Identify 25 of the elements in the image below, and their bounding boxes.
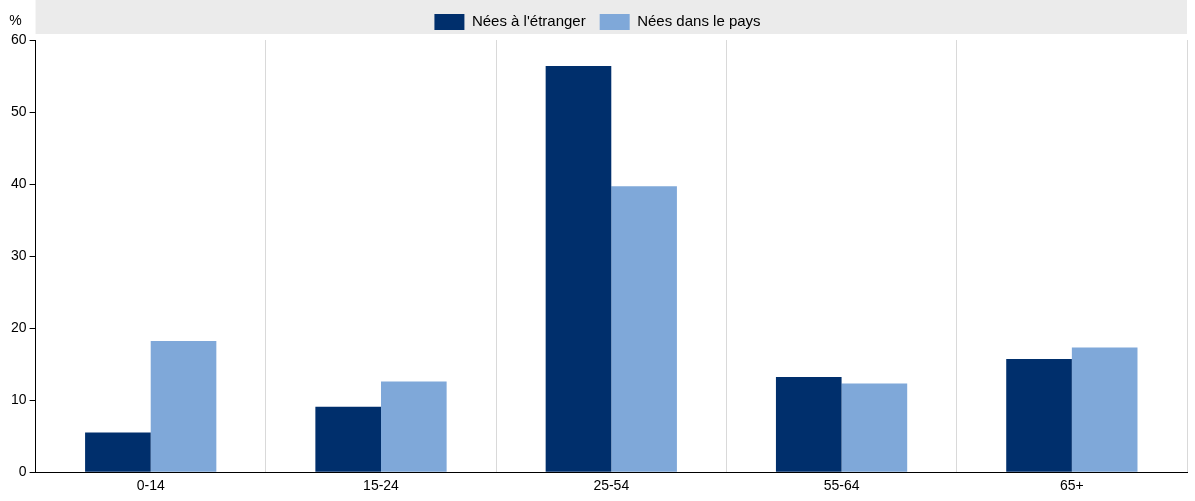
y-tick-label: 50 <box>10 102 27 119</box>
bar <box>841 383 908 472</box>
x-tick-label: 15-24 <box>363 477 400 494</box>
x-tick-label: 55-64 <box>823 477 860 494</box>
x-tick-label: 0-14 <box>136 477 165 494</box>
bar <box>150 341 217 472</box>
y-tick-label: 30 <box>10 246 27 263</box>
y-tick-label: 40 <box>10 174 27 191</box>
x-tick-label: 65+ <box>1059 477 1084 494</box>
legend-label: Nées dans le pays <box>637 12 761 30</box>
bar <box>85 432 151 472</box>
y-tick-label: 60 <box>10 30 27 47</box>
bar <box>545 65 612 472</box>
bar <box>1006 359 1072 472</box>
legend-label: Nées à l'étranger <box>471 12 586 30</box>
y-axis-title: % <box>9 11 22 28</box>
bar <box>775 377 842 472</box>
y-tick-label: 10 <box>10 391 27 408</box>
y-tick-label: 0 <box>18 463 27 480</box>
bar <box>381 381 447 472</box>
bar <box>611 186 677 472</box>
y-tick-label: 20 <box>10 318 27 335</box>
bar <box>315 406 381 472</box>
x-tick-label: 25-54 <box>593 477 630 494</box>
bar <box>1071 347 1138 472</box>
